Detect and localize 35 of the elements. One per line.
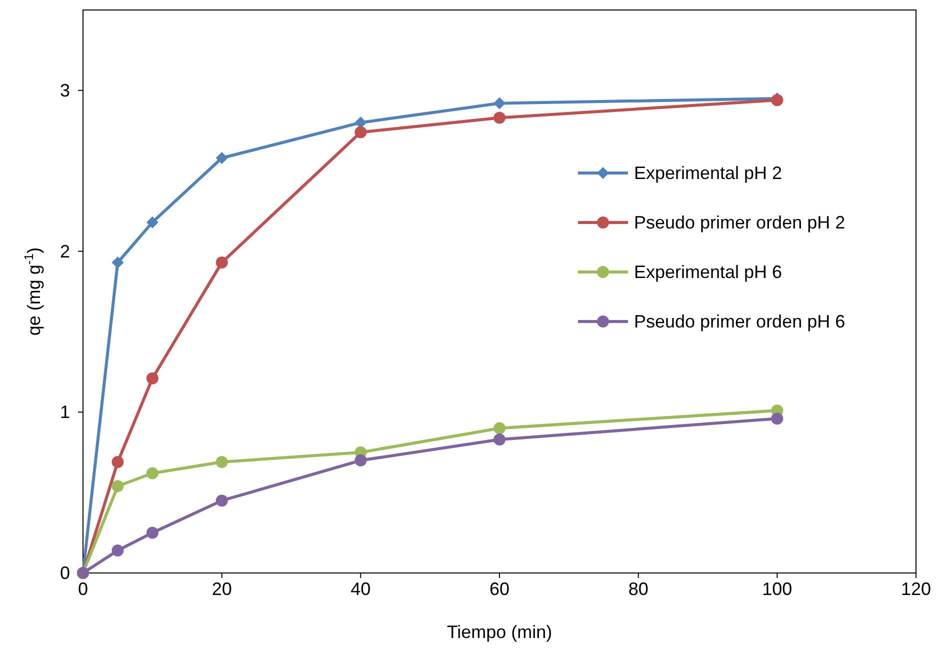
point bbox=[112, 544, 124, 556]
x-tick-label: 100 bbox=[762, 579, 792, 599]
x-axis-title: Tiempo (min) bbox=[446, 622, 552, 642]
legend-label: Experimental pH 6 bbox=[634, 262, 782, 282]
point bbox=[146, 216, 158, 228]
legend-label: Pseudo primer orden pH 2 bbox=[634, 212, 846, 232]
y-tick-label: 3 bbox=[60, 80, 70, 100]
point bbox=[354, 126, 367, 138]
point bbox=[146, 372, 158, 384]
x-tick-label: 60 bbox=[489, 579, 510, 599]
point bbox=[112, 480, 124, 492]
point bbox=[494, 112, 506, 124]
point bbox=[771, 412, 784, 425]
x-tick-label: 120 bbox=[900, 579, 932, 599]
point bbox=[146, 467, 158, 480]
point bbox=[112, 256, 124, 269]
x-tick-label: 20 bbox=[212, 579, 232, 599]
point bbox=[216, 494, 228, 507]
y-tick-label: 0 bbox=[60, 563, 70, 583]
point bbox=[146, 526, 158, 539]
legend-label: Pseudo primer orden pH 6 bbox=[634, 312, 846, 332]
point bbox=[354, 454, 367, 466]
y-tick-label: 2 bbox=[60, 241, 70, 262]
point bbox=[494, 97, 506, 110]
x-tick-label: 40 bbox=[350, 579, 371, 599]
point bbox=[494, 422, 506, 434]
point bbox=[216, 256, 228, 269]
point bbox=[216, 456, 228, 468]
point bbox=[216, 152, 228, 164]
x-tick-label: 0 bbox=[78, 579, 88, 599]
point bbox=[112, 456, 124, 468]
y-tick-label: 1 bbox=[60, 402, 70, 422]
legend-label: Experimental pH 2 bbox=[634, 163, 782, 183]
x-tick-label: 80 bbox=[628, 579, 648, 599]
point bbox=[494, 433, 506, 446]
